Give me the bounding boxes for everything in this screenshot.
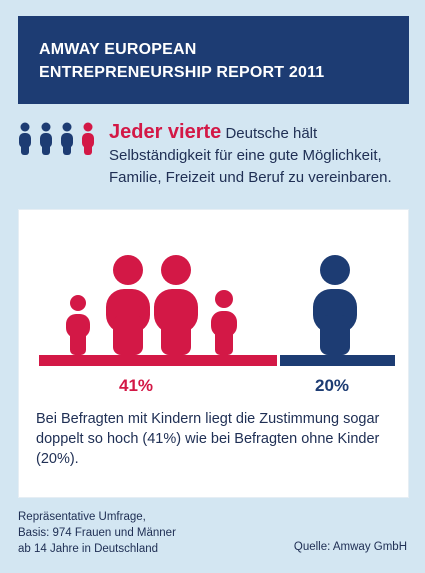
- person-icon-1: [19, 122, 31, 155]
- with-children-percent: 41%: [119, 376, 154, 395]
- person-icon-3: [61, 122, 73, 155]
- lead-highlight: Jeder vierte: [109, 121, 222, 143]
- person-icon-2: [40, 122, 52, 155]
- person-icon-highlight: [82, 122, 94, 155]
- without-children-percent: 20%: [315, 376, 350, 395]
- source-line-3: ab 14 Jahre in Deutschland: [18, 543, 159, 555]
- single-person-icon: [313, 255, 357, 355]
- source-line-2: Basis: 974 Frauen und Männer: [18, 527, 176, 539]
- header-line-2: ENTREPRENEURSHIP REPORT 2011: [39, 64, 325, 81]
- source-credit: Quelle: Amway GmbH: [293, 541, 407, 553]
- report-header: AMWAY EUROPEAN ENTREPRENEURSHIP REPORT 2…: [18, 16, 409, 104]
- without-children-bar: [280, 355, 395, 366]
- comparison-description: Bei Befragten mit Kindern liegt die Zust…: [36, 411, 380, 467]
- lead-text: Deutsche hält Selbständigkeit für eine g…: [109, 125, 392, 186]
- header-line-1: AMWAY EUROPEAN: [39, 41, 197, 58]
- survey-source: Repräsentative Umfrage, Basis: 974 Fraue…: [18, 509, 218, 557]
- family-icon: [66, 255, 237, 355]
- with-children-bar: [39, 355, 277, 366]
- comparison-panel: 41% 20% Bei Befragten mit Kindern liegt …: [18, 209, 409, 498]
- lead-statement: Jeder vierte Deutsche hält Selbständigke…: [109, 121, 409, 189]
- small-people-icon: [19, 122, 94, 155]
- source-line-1: Repräsentative Umfrage,: [18, 511, 146, 523]
